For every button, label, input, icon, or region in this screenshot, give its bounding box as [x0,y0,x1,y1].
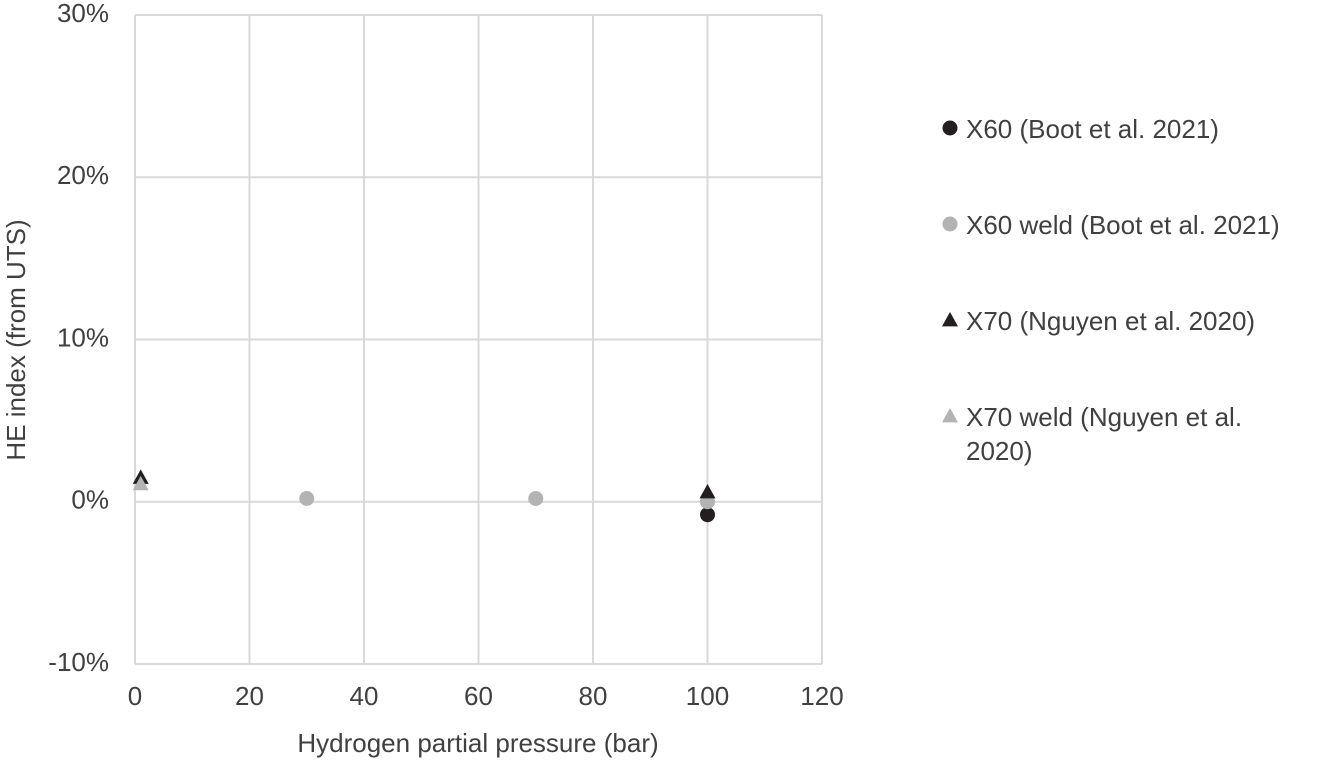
x-tick-label: 0 [128,681,142,711]
legend-label: X70 (Nguyen et al. 2020) [966,306,1256,336]
y-axis-label: HE index (from UTS) [1,219,31,460]
x-tick-label: 100 [686,681,729,711]
x-tick-label: 40 [350,681,379,711]
y-tick-label: 10% [57,322,109,352]
marker [699,484,716,499]
marker [700,507,715,523]
legend-marker [942,312,958,327]
marker [942,312,958,327]
x-tick-label: 20 [235,681,264,711]
legend: X60 (Boot et al. 2021) X60 weld (Boot et … [940,112,1323,496]
x-tick-label: 80 [579,681,608,711]
legend-label: X60 weld (Boot et al. 2021) [966,210,1280,240]
marker [942,216,958,232]
x-tick-label: 120 [800,681,843,711]
marker [942,408,958,423]
legend-item: X60 weld (Boot et al. 2021) [940,208,1323,304]
y-tick-label: 20% [57,160,109,190]
y-tick-label: -10% [48,647,109,677]
legend-marker [942,120,958,136]
legend-label: X70 weld (Nguyen et al. 2020) [966,402,1243,466]
x-tick-label: 60 [464,681,493,711]
y-tick-label: 30% [57,0,109,28]
legend-label: X60 (Boot et al. 2021) [966,114,1219,144]
marker [528,491,544,507]
marker [299,491,315,507]
marker [942,120,958,136]
legend-marker [942,408,958,423]
x-axis-label: Hydrogen partial pressure (bar) [297,728,658,758]
marker [132,475,149,491]
legend-item: X60 (Boot et al. 2021) [940,112,1323,208]
legend-item: X70 weld (Nguyen et al. 2020) [940,400,1323,496]
legend-marker [942,216,958,232]
legend-item: X70 (Nguyen et al. 2020) [940,304,1323,400]
y-tick-label: 0% [71,485,109,515]
chart: Hydrogen partial pressure (bar) HE index… [1,0,844,758]
